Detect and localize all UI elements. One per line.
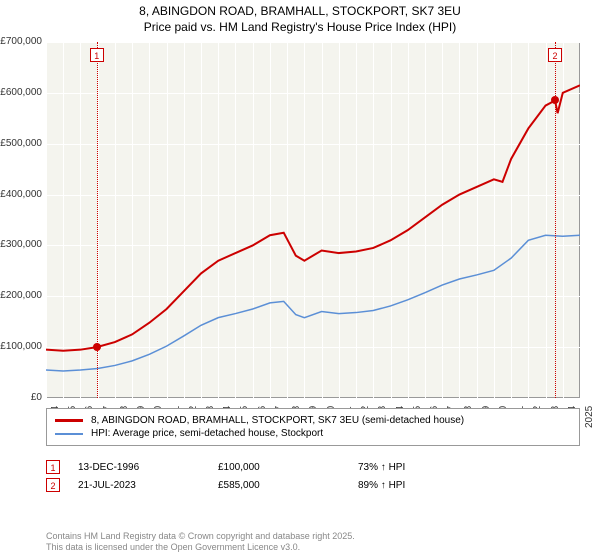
y-tick-label: £500,000 [0,138,42,149]
y-tick-label: £700,000 [0,36,42,47]
detail-price: £100,000 [218,462,358,473]
title-line-2: Price paid vs. HM Land Registry's House … [0,20,600,36]
chart-area: 12 [46,42,580,398]
detail-badge: 2 [46,478,60,492]
line-series-svg [46,42,580,398]
detail-date: 13-DEC-1996 [78,462,218,473]
marker-badge: 2 [548,48,562,62]
detail-pct: 73% ↑ HPI [358,462,498,473]
title-line-1: 8, ABINGDON ROAD, BRAMHALL, STOCKPORT, S… [0,4,600,20]
detail-row: 1 13-DEC-1996£100,00073% ↑ HPI [46,460,580,474]
credit-line-1: Contains HM Land Registry data © Crown c… [46,531,580,543]
detail-badge: 1 [46,460,60,474]
y-tick-label: £200,000 [0,290,42,301]
legend-row-red: 8, ABINGDON ROAD, BRAMHALL, STOCKPORT, S… [55,415,571,426]
line-series [46,85,580,350]
marker-line [555,42,556,398]
legend-label-blue: HPI: Average price, semi-detached house,… [91,428,323,439]
legend-swatch-blue [55,433,83,435]
y-tick-label: £400,000 [0,189,42,200]
sale-details: 1 13-DEC-1996£100,00073% ↑ HPI 2 21-JUL-202… [46,456,580,496]
y-tick-label: £300,000 [0,239,42,250]
gridline-v [580,42,581,398]
detail-date: 21-JUL-2023 [78,480,218,491]
y-tick-label: £600,000 [0,87,42,98]
detail-pct: 89% ↑ HPI [358,480,498,491]
credit-line-2: This data is licensed under the Open Gov… [46,542,580,554]
marker-badge: 1 [90,48,104,62]
legend: 8, ABINGDON ROAD, BRAMHALL, STOCKPORT, S… [46,408,580,446]
y-tick-label: £100,000 [0,341,42,352]
legend-row-blue: HPI: Average price, semi-detached house,… [55,428,571,439]
marker-point [551,96,559,104]
marker-point [93,343,101,351]
legend-label-red: 8, ABINGDON ROAD, BRAMHALL, STOCKPORT, S… [91,415,464,426]
credit-text: Contains HM Land Registry data © Crown c… [46,531,580,554]
gridline-h [46,398,580,399]
y-tick-label: £0 [0,392,42,403]
legend-swatch-red [55,419,83,422]
detail-row: 2 21-JUL-2023£585,00089% ↑ HPI [46,478,580,492]
chart-title: 8, ABINGDON ROAD, BRAMHALL, STOCKPORT, S… [0,0,600,35]
x-tick-label: 2025 [584,406,595,428]
detail-price: £585,000 [218,480,358,491]
